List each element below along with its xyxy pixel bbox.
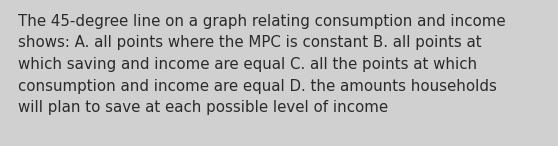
Text: The 45-degree line on a graph relating consumption and income: The 45-degree line on a graph relating c… (18, 14, 506, 29)
Text: consumption and income are equal D. the amounts households: consumption and income are equal D. the … (18, 79, 497, 93)
Text: shows: A. all points where the MPC is constant B. all points at: shows: A. all points where the MPC is co… (18, 35, 482, 51)
Text: which saving and income are equal C. all the points at which: which saving and income are equal C. all… (18, 57, 477, 72)
Text: will plan to save at each possible level of income: will plan to save at each possible level… (18, 100, 388, 115)
